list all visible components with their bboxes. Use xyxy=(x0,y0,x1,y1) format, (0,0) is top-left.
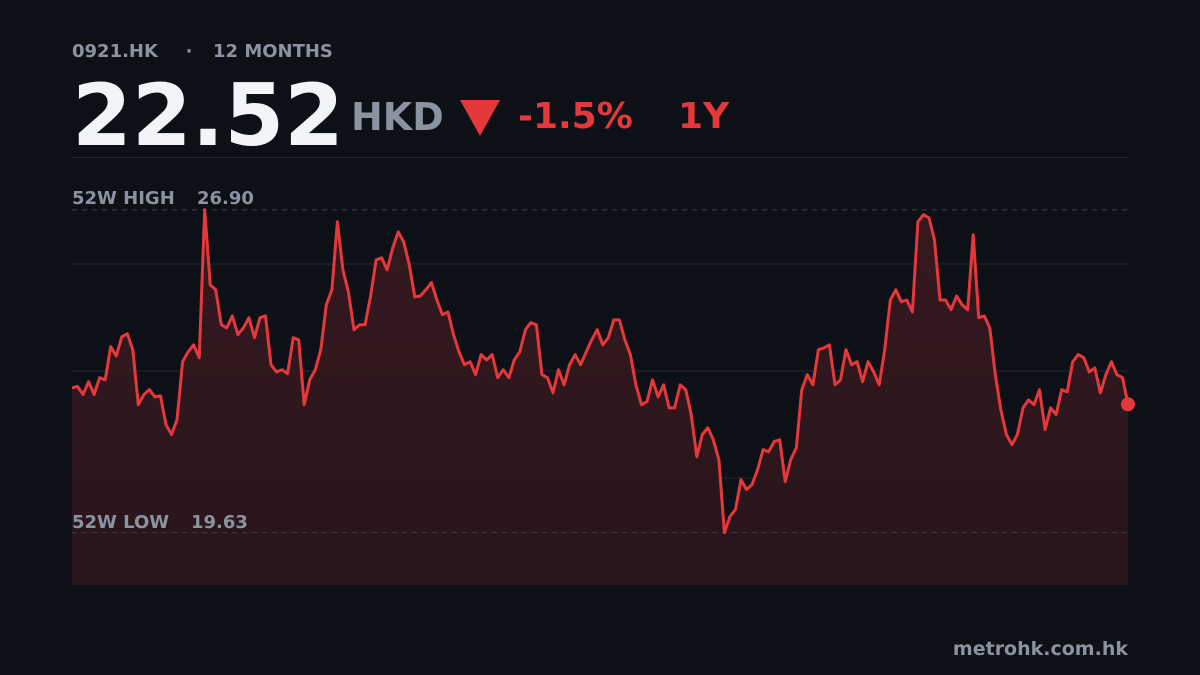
separator: · xyxy=(186,41,193,62)
ticker: 0921.HK xyxy=(72,41,159,62)
source: metrohk.com.hk xyxy=(953,638,1128,660)
price-line xyxy=(71,208,1130,535)
low-label: 52W LOW xyxy=(72,512,169,533)
high-value: 26.90 xyxy=(197,188,254,209)
area xyxy=(72,209,1128,586)
period: 1Y xyxy=(678,96,730,137)
low-value: 19.63 xyxy=(191,512,248,533)
currency: HKD xyxy=(351,95,444,139)
last-point xyxy=(1121,397,1135,412)
change: -1.5% xyxy=(518,96,633,137)
range-label: 12 MONTHS xyxy=(213,41,333,62)
price: 22.52 xyxy=(72,66,344,166)
down-arrow xyxy=(460,100,500,136)
plot xyxy=(71,208,1135,586)
high-label: 52W HIGH xyxy=(72,188,175,209)
